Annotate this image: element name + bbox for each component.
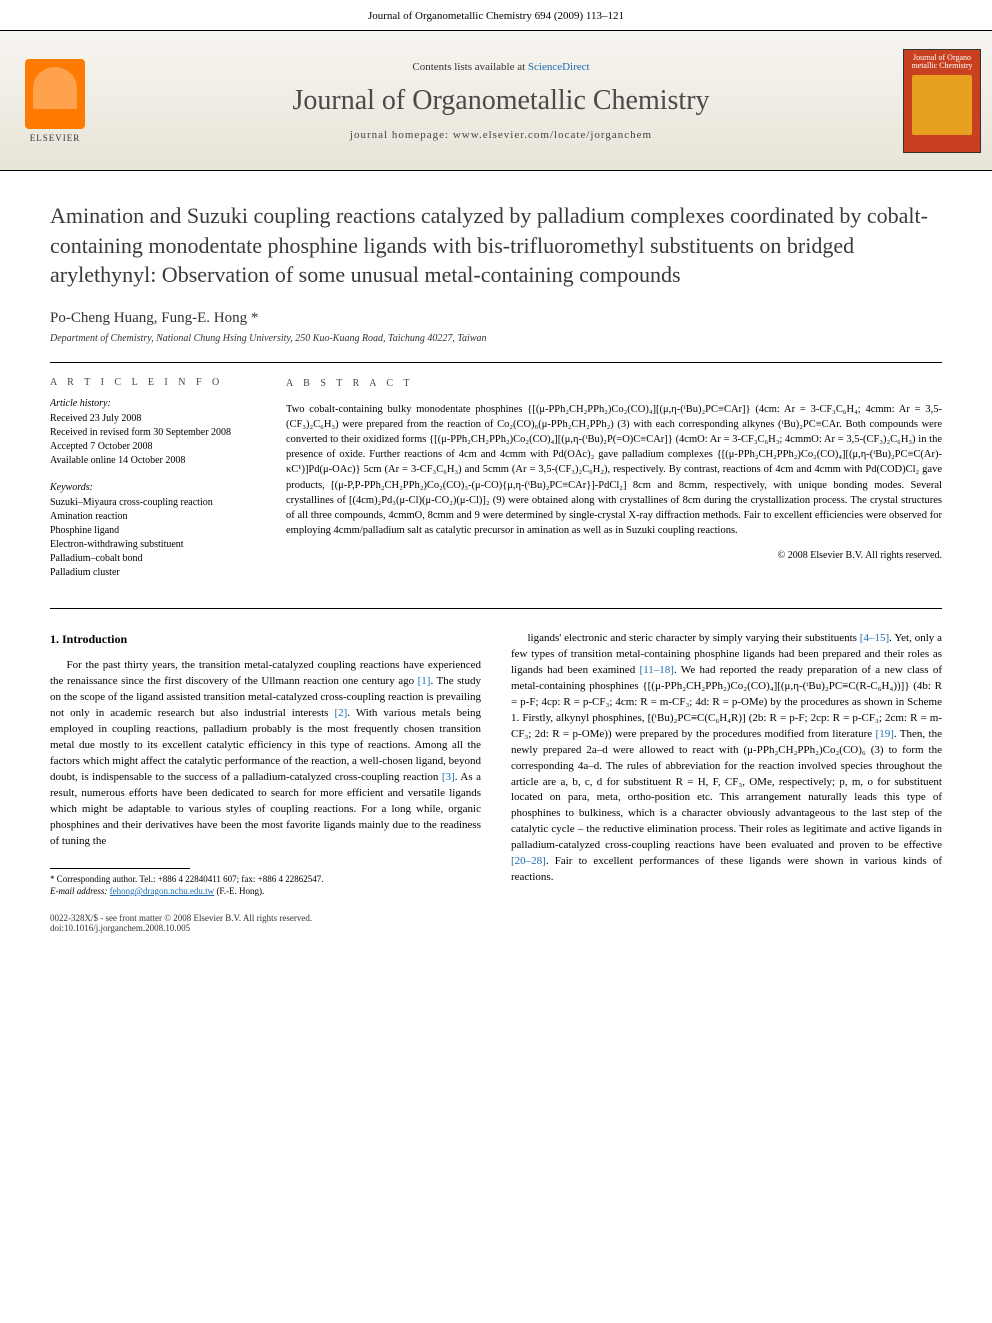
cover-title: Journal of Organo metallic Chemistry: [908, 54, 976, 72]
online-line: Available online 14 October 2008: [50, 454, 254, 468]
running-header-text: Journal of Organometallic Chemistry 694 …: [368, 10, 624, 22]
intro-heading: 1. Introduction: [50, 631, 481, 648]
keyword: Electron-withdrawing substituent: [50, 538, 254, 552]
journal-name: Journal of Organometallic Chemistry: [292, 85, 709, 117]
abstract-copyright: © 2008 Elsevier B.V. All rights reserved…: [286, 549, 942, 564]
running-header: Journal of Organometallic Chemistry 694 …: [0, 0, 992, 31]
footnote-rule: [50, 868, 190, 869]
keywords-label: Keywords:: [50, 482, 254, 493]
footer-line-1: 0022-328X/$ - see front matter © 2008 El…: [50, 913, 942, 923]
keyword: Suzuki–Miyaura cross-coupling reaction: [50, 496, 254, 510]
corresponding-author-footnote: * Corresponding author. Tel.: +886 4 228…: [50, 873, 481, 897]
history-block: Article history: Received 23 July 2008 R…: [50, 398, 254, 468]
keyword: Amination reaction: [50, 510, 254, 524]
page-footer: 0022-328X/$ - see front matter © 2008 El…: [0, 907, 992, 953]
revised-line: Received in revised form 30 September 20…: [50, 426, 254, 440]
cover-image-icon: [912, 75, 972, 135]
journal-banner: ELSEVIER Contents lists available at Sci…: [0, 31, 992, 171]
homepage-line: journal homepage: www.elsevier.com/locat…: [350, 129, 652, 141]
contents-line: Contents lists available at ScienceDirec…: [412, 61, 589, 73]
journal-cover-thumbnail: Journal of Organo metallic Chemistry: [903, 49, 981, 153]
authors: Po-Cheng Huang, Fung-E. Hong *: [0, 310, 992, 333]
article-title: Amination and Suzuki coupling reactions …: [0, 171, 992, 310]
article-info: A R T I C L E I N F O Article history: R…: [50, 363, 270, 608]
corr-line: * Corresponding author. Tel.: +886 4 228…: [50, 873, 481, 885]
accepted-line: Accepted 7 October 2008: [50, 440, 254, 454]
abstract-block: A B S T R A C T Two cobalt-containing bu…: [270, 363, 942, 608]
history-label: Article history:: [50, 398, 254, 409]
intro-paragraph-1: For the past thirty years, the transitio…: [50, 658, 481, 849]
keyword: Palladium–cobalt bond: [50, 552, 254, 566]
article-info-heading: A R T I C L E I N F O: [50, 377, 254, 388]
abstract-body: Two cobalt-containing bulky monodentate …: [286, 402, 942, 539]
column-right: ligands' electronic and steric character…: [511, 631, 942, 897]
sciencedirect-link[interactable]: ScienceDirect: [528, 61, 590, 73]
corr-email-link[interactable]: fehong@dragon.nchu.edu.tw: [110, 886, 215, 896]
keyword: Palladium cluster: [50, 566, 254, 580]
meta-section: A R T I C L E I N F O Article history: R…: [50, 362, 942, 609]
intro-paragraph-2: ligands' electronic and steric character…: [511, 631, 942, 886]
keyword: Phosphine ligand: [50, 524, 254, 538]
footer-line-2: doi:10.1016/j.jorganchem.2008.10.005: [50, 923, 942, 933]
email-label: E-mail address:: [50, 886, 110, 896]
keywords-block: Keywords: Suzuki–Miyaura cross-coupling …: [50, 482, 254, 580]
contents-prefix: Contents lists available at: [412, 61, 527, 73]
body-columns: 1. Introduction For the past thirty year…: [0, 609, 992, 907]
elsevier-tree-icon: [25, 59, 85, 129]
journal-cover-block: Journal of Organo metallic Chemistry: [892, 31, 992, 170]
banner-center: Contents lists available at ScienceDirec…: [110, 31, 892, 170]
column-left: 1. Introduction For the past thirty year…: [50, 631, 481, 897]
abstract-heading: A B S T R A C T: [286, 377, 942, 392]
homepage-url: www.elsevier.com/locate/jorganchem: [453, 129, 652, 141]
received-line: Received 23 July 2008: [50, 412, 254, 426]
corr-email-line: E-mail address: fehong@dragon.nchu.edu.t…: [50, 885, 481, 897]
elsevier-logo: ELSEVIER: [15, 51, 95, 151]
publisher-logo-block: ELSEVIER: [0, 31, 110, 170]
elsevier-label: ELSEVIER: [30, 133, 81, 143]
email-suffix: (F.-E. Hong).: [216, 886, 264, 896]
affiliation: Department of Chemistry, National Chung …: [0, 333, 992, 362]
homepage-prefix: journal homepage:: [350, 129, 453, 141]
